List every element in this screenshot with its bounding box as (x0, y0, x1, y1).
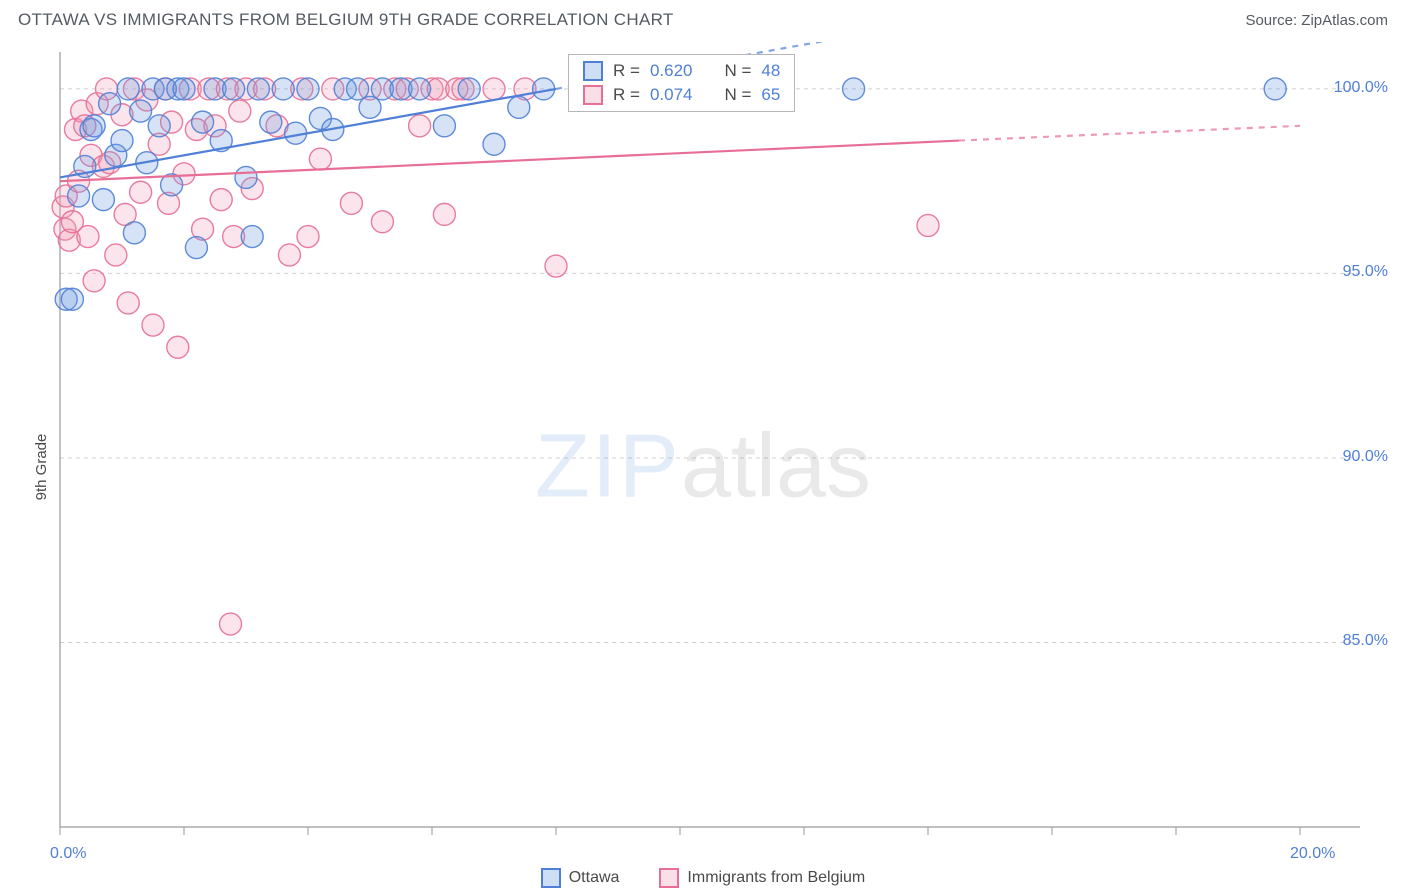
stat-r-value: 0.620 (650, 61, 693, 81)
stat-n-label: N = (724, 85, 751, 105)
series-legend: Ottawa Immigrants from Belgium (0, 868, 1406, 888)
stat-r-label: R = (613, 85, 640, 105)
y-tick-label: 95.0% (1343, 263, 1388, 281)
correlation-scatter-chart (0, 42, 1406, 892)
x-tick-label: 0.0% (50, 845, 86, 863)
y-tick-label: 85.0% (1343, 632, 1388, 650)
source-attribution: Source: ZipAtlas.com (1245, 12, 1388, 29)
y-tick-label: 90.0% (1343, 448, 1388, 466)
stat-n-value: 48 (761, 61, 780, 81)
stats-legend-row: R = 0.074 N = 65 (569, 83, 794, 107)
legend-item-label: Ottawa (569, 869, 620, 887)
x-tick-label: 20.0% (1290, 845, 1335, 863)
stats-legend-box: R = 0.620 N = 48 R = 0.074 N = 65 (568, 54, 795, 112)
legend-swatch-icon (541, 868, 561, 888)
chart-container: 9th Grade ZIPatlas R =0.620N =48R =0.074… (0, 42, 1406, 892)
y-axis-label: 9th Grade (33, 434, 50, 501)
legend-item: Immigrants from Belgium (659, 868, 865, 888)
stat-n-value: 65 (761, 85, 780, 105)
stats-legend-row: R = 0.620 N = 48 (569, 59, 794, 83)
y-tick-label: 100.0% (1334, 79, 1388, 97)
legend-item: Ottawa (541, 868, 620, 888)
stat-r-value: 0.074 (650, 85, 693, 105)
legend-item-label: Immigrants from Belgium (687, 869, 865, 887)
stat-r-label: R = (613, 61, 640, 81)
chart-title: OTTAWA VS IMMIGRANTS FROM BELGIUM 9TH GR… (18, 10, 674, 30)
chart-header: OTTAWA VS IMMIGRANTS FROM BELGIUM 9TH GR… (0, 0, 1406, 36)
legend-swatch-icon (659, 868, 679, 888)
legend-swatch-icon (583, 85, 603, 105)
legend-swatch-icon (583, 61, 603, 81)
stat-n-label: N = (724, 61, 751, 81)
